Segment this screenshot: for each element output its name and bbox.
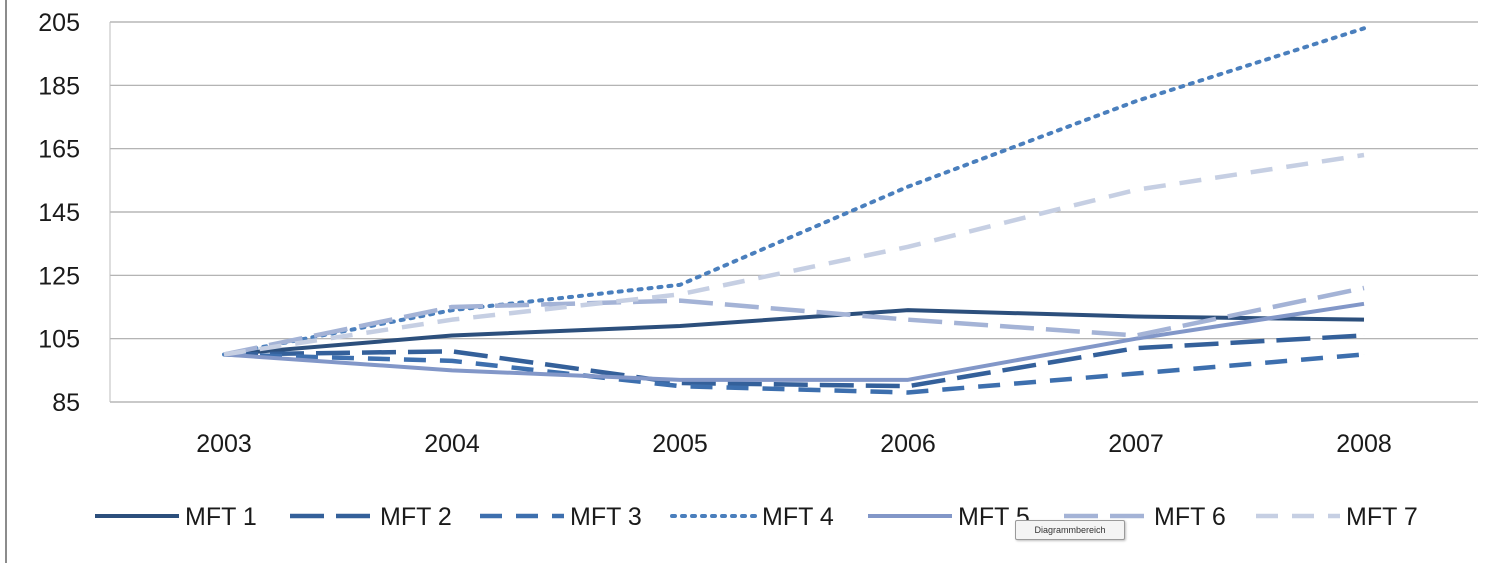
- x-tick-label: 2007: [1108, 430, 1164, 458]
- y-tick-label: 165: [38, 136, 80, 164]
- series-lines: [222, 26, 1366, 395]
- x-axis-tick-labels: 2003 2004 2005 2006 2007 2008: [196, 430, 1392, 458]
- y-tick-label: 125: [38, 262, 80, 290]
- legend-label: MFT 1: [185, 503, 257, 531]
- y-tick-label: 185: [38, 72, 80, 100]
- series-line-mft-5: [223, 301, 1365, 382]
- x-tick-label: 2003: [196, 430, 252, 458]
- y-tick-label: 105: [38, 326, 80, 354]
- y-tick-label: 205: [38, 9, 80, 37]
- y-axis-tick-labels: 85 105 125 145 165 185 205: [38, 9, 80, 417]
- legend-label: MFT 6: [1154, 503, 1226, 531]
- legend-label: MFT 7: [1346, 503, 1418, 531]
- x-tick-label: 2004: [424, 430, 480, 458]
- series-line-mft-7: [223, 152, 1365, 357]
- x-tick-label: 2006: [880, 430, 936, 458]
- x-tick-label: 2008: [1336, 430, 1392, 458]
- legend-label: MFT 4: [762, 503, 834, 531]
- legend-label: MFT 2: [380, 503, 452, 531]
- legend: MFT 1 MFT 2 MFT 3 MFT 4 MFT 5 MFT 6 MFT 7: [95, 503, 1418, 531]
- series-line-mft-4: [222, 26, 1366, 357]
- series-line-mft-6: [223, 285, 1365, 357]
- y-tick-label: 85: [52, 389, 80, 417]
- tooltip-label: Diagrammbereich: [1034, 525, 1106, 535]
- series-line-mft-2: [223, 333, 1365, 389]
- legend-label: MFT 3: [570, 503, 642, 531]
- series-line-mft-1: [223, 308, 1365, 357]
- x-tick-label: 2005: [652, 430, 708, 458]
- series-line-mft-3: [223, 352, 1365, 395]
- chart-area-tooltip: Diagrammbereich: [1015, 520, 1125, 540]
- y-tick-label: 145: [38, 199, 80, 227]
